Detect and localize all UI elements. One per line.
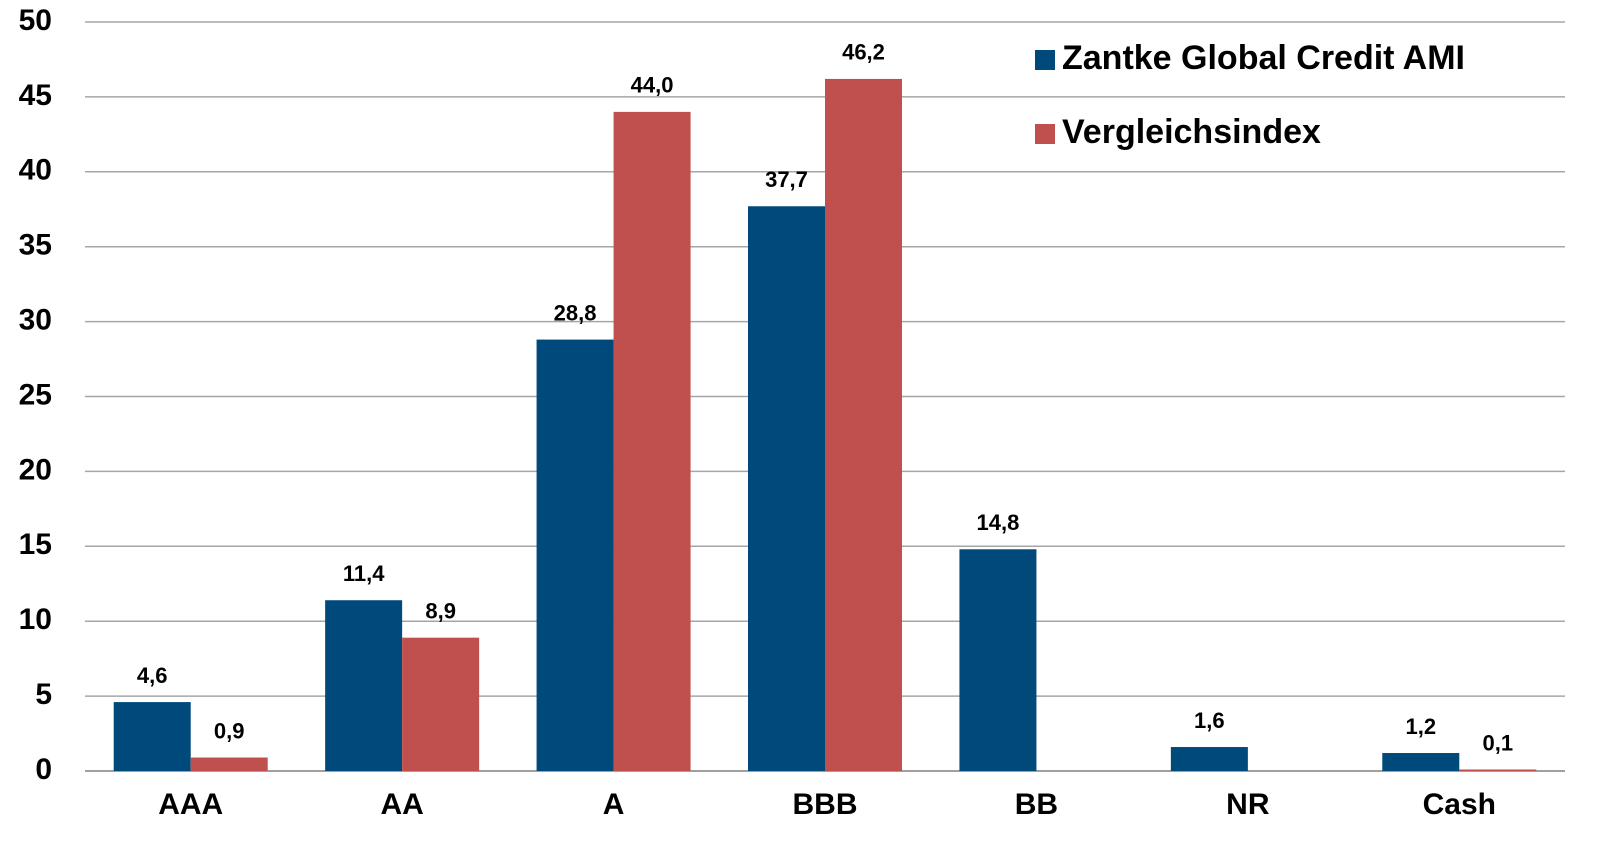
y-tick-label: 40 xyxy=(19,154,52,187)
legend-swatch xyxy=(1035,50,1055,70)
bar xyxy=(190,757,268,771)
bar xyxy=(325,600,403,771)
data-label: 1,2 xyxy=(1405,714,1436,739)
data-label: 37,7 xyxy=(765,167,808,192)
x-tick-label: BBB xyxy=(793,788,858,821)
x-tick-label: BB xyxy=(1015,788,1058,821)
data-label: 44,0 xyxy=(631,73,674,98)
y-tick-label: 45 xyxy=(19,79,52,112)
data-label: 0,1 xyxy=(1482,730,1513,755)
data-label: 8,9 xyxy=(425,598,456,623)
legend-label: Zantke Global Credit AMI xyxy=(1062,39,1465,77)
y-tick-label: 0 xyxy=(35,753,52,786)
legend-swatch xyxy=(1035,124,1055,144)
data-label: 28,8 xyxy=(554,300,597,325)
bar xyxy=(825,78,902,771)
data-label: 11,4 xyxy=(343,561,385,586)
y-tick-label: 15 xyxy=(19,528,52,561)
bar xyxy=(748,206,825,771)
y-tick-label: 10 xyxy=(19,603,52,636)
y-tick-label: 35 xyxy=(19,229,52,262)
data-label: 0,9 xyxy=(214,718,245,743)
data-label: 46,2 xyxy=(842,40,885,65)
x-tick-label: A xyxy=(603,788,625,821)
y-tick-label: 30 xyxy=(19,304,52,337)
y-tick-label: 50 xyxy=(19,4,52,37)
bar xyxy=(1382,753,1460,771)
x-tick-label: Cash xyxy=(1423,788,1496,821)
y-tick-label: 25 xyxy=(19,378,52,411)
data-label: 14,8 xyxy=(977,510,1020,535)
data-label: 1,6 xyxy=(1194,708,1225,733)
legend-label: Vergleichsindex xyxy=(1062,113,1321,151)
y-tick-label: 5 xyxy=(35,678,52,711)
bar xyxy=(613,111,691,771)
bar xyxy=(1170,747,1248,771)
bar xyxy=(402,637,480,771)
bar xyxy=(1459,769,1537,771)
y-tick-label: 20 xyxy=(19,453,52,486)
x-tick-label: NR xyxy=(1226,788,1270,821)
bar xyxy=(536,339,614,771)
x-tick-label: AA xyxy=(380,788,423,821)
bar xyxy=(113,702,191,771)
data-label: 4,6 xyxy=(137,663,168,688)
x-tick-label: AAA xyxy=(158,788,223,821)
bar xyxy=(959,549,1037,771)
